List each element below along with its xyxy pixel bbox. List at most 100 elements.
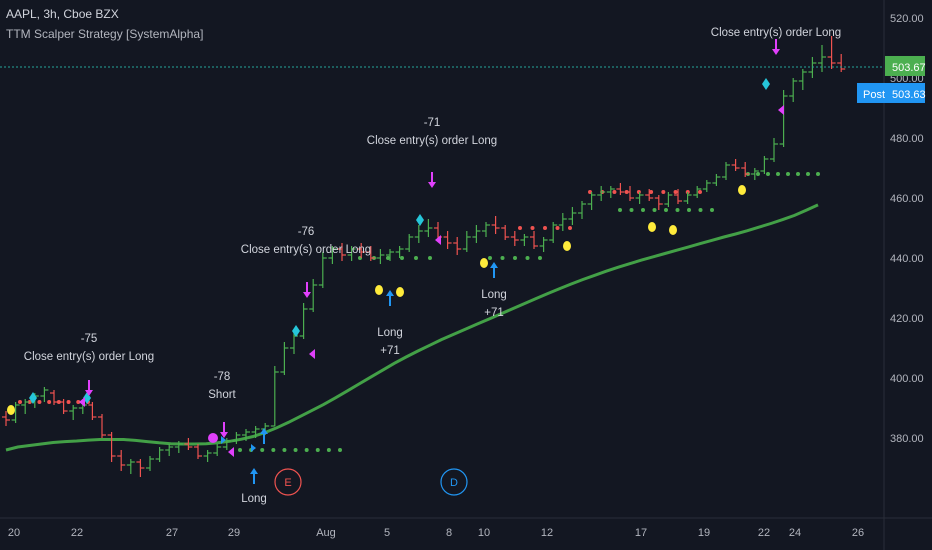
stop-dot	[338, 448, 342, 452]
stop-dot	[56, 400, 61, 404]
y-tick-label: 520.00	[890, 13, 924, 25]
ohlc-bar	[328, 246, 337, 264]
ohlc-bar	[722, 162, 730, 180]
price-axis[interactable]: 520.00 500.00 480.00 460.00 440.00 420.00 400.…	[857, 13, 926, 445]
ohlc-bar	[626, 186, 634, 201]
y-tick-label: 380.00	[890, 433, 924, 445]
price-bars	[2, 36, 846, 477]
ohlc-bar	[98, 414, 106, 438]
ohlc-bar	[664, 192, 673, 207]
ohlc-bar	[280, 342, 289, 375]
stop-dot	[315, 448, 320, 452]
ohlc-bar	[462, 231, 471, 252]
ohlc-bar	[482, 222, 490, 237]
stop-dot	[687, 208, 691, 212]
annotation-value: Long	[377, 327, 403, 339]
ohlc-bar	[40, 387, 49, 402]
stop-dot	[500, 256, 505, 260]
ohlc-bar	[510, 231, 519, 246]
diamond-marker	[416, 214, 424, 226]
stop-dot	[271, 448, 276, 452]
annotation-text: +71	[484, 307, 504, 319]
stop-dot	[326, 448, 331, 452]
y-tick-label: 460.00	[890, 193, 924, 205]
ohlc-bar	[309, 279, 318, 312]
stop-dot	[664, 208, 668, 212]
exit-flag-icon	[778, 105, 784, 115]
ohlc-bar	[213, 444, 222, 456]
event-circle	[274, 468, 302, 496]
ohlc-bar	[654, 195, 663, 210]
ohlc-bar	[635, 192, 644, 204]
ohlc-bar	[232, 432, 241, 444]
diamond-marker	[762, 78, 770, 90]
stop-dot	[636, 190, 641, 194]
ohlc-bar	[645, 189, 654, 201]
ohlc-bar	[50, 390, 58, 405]
signal-dot	[480, 258, 488, 268]
last-price-label: 503.67	[892, 62, 926, 74]
stop-dot	[37, 400, 42, 404]
short-marker	[208, 433, 218, 443]
symbol-title[interactable]: AAPL, 3h, Cboe BZX	[6, 7, 119, 21]
ohlc-bar	[117, 450, 126, 471]
stop-dot	[661, 190, 666, 194]
ohlc-bar	[270, 366, 279, 427]
exit-arrow-icon	[85, 380, 93, 396]
signal-dot	[375, 285, 383, 295]
ohlc-bar	[674, 189, 682, 204]
stop-dot	[543, 226, 547, 230]
ohlc-bar	[184, 438, 193, 450]
ohlc-bar	[155, 447, 164, 462]
ohlc-bar	[366, 246, 375, 261]
ohlc-bar	[299, 303, 308, 339]
ohlc-bar	[338, 243, 346, 261]
ohlc-bar	[136, 459, 145, 477]
ohlc-bar	[789, 78, 798, 102]
ohlc-bar	[693, 186, 702, 198]
event-label: E	[284, 477, 291, 489]
stop-dot	[618, 208, 622, 212]
x-tick-label: 17	[635, 527, 647, 539]
signal-dot	[7, 405, 15, 415]
ohlc-bar	[107, 432, 116, 462]
ohlc-bar	[702, 180, 711, 192]
stop-dot	[386, 256, 390, 260]
stop-dot	[293, 448, 298, 452]
y-tick-label: 400.00	[890, 373, 924, 385]
signal-dot	[563, 241, 571, 251]
x-tick-label: 5	[384, 527, 390, 539]
ohlc-bar	[146, 456, 154, 471]
indicator-title[interactable]: TTM Scalper Strategy [SystemAlpha]	[6, 27, 204, 41]
signal-dot	[396, 287, 404, 297]
stop-dot	[488, 256, 492, 260]
stop-dot	[18, 400, 22, 404]
exit-arrow-icon	[772, 39, 780, 55]
entry-arrow-icon	[386, 290, 394, 306]
last-price-badge	[885, 55, 925, 76]
stop-dot	[612, 190, 617, 194]
annotation-text: +71	[380, 345, 400, 357]
ohlc-bar	[568, 207, 577, 225]
ohlc-bar	[501, 225, 510, 240]
stop-dot	[652, 208, 657, 212]
stop-dot	[27, 400, 32, 404]
stop-dot	[698, 190, 702, 194]
stop-dot	[629, 208, 634, 212]
stop-dot	[568, 226, 572, 230]
entry-arrow-icon	[250, 468, 258, 484]
stop-dot	[786, 172, 790, 176]
stop-dot	[76, 400, 81, 404]
stop-dot	[304, 448, 309, 452]
diamond-marker	[29, 392, 37, 404]
ohlc-bar	[222, 438, 231, 450]
stop-dot	[518, 226, 522, 230]
signal-dot	[669, 225, 677, 235]
time-axis[interactable]: 20 22 27 29 Aug 5 8 10 12 17 19 22 24 26	[8, 527, 864, 539]
ohlc-bar	[578, 201, 586, 219]
ohlc-bar	[357, 243, 366, 258]
stop-dot	[756, 172, 760, 176]
stop-dot	[555, 226, 560, 230]
